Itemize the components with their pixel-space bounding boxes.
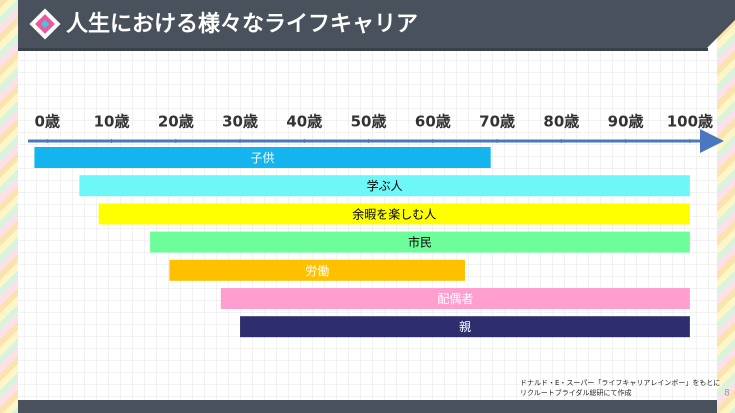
bar-label: 労働 (305, 264, 329, 278)
right-stripe (717, 0, 735, 413)
bar (220, 288, 690, 309)
x-tick-label: 0歳 (35, 113, 60, 131)
grid-background (18, 50, 717, 400)
x-tick-label: 80歳 (543, 113, 579, 131)
bar (169, 259, 465, 281)
bar (79, 175, 690, 197)
bar-label: 市民 (408, 235, 432, 250)
x-tick-label: 10歳 (94, 113, 130, 131)
x-tick-label: 70歳 (479, 113, 515, 131)
source-note: ドナルド・E・スーパー「ライフキャリアレインボー」をもとに (520, 379, 720, 387)
x-tick-label: 30歳 (222, 113, 258, 131)
x-tick-label: 40歳 (286, 113, 322, 131)
bar (240, 316, 690, 338)
bar (34, 147, 491, 168)
x-tick-label: 60歳 (415, 113, 451, 131)
x-tick-label: 50歳 (351, 113, 387, 131)
bar-label: 親 (459, 320, 471, 334)
bar-label: 配偶者 (437, 292, 473, 306)
bar (150, 231, 690, 253)
bar-label: 余暇を楽しむ人 (352, 206, 436, 221)
title: 人生における様々なライフキャリア (66, 11, 418, 37)
header-underline (18, 48, 708, 51)
x-tick-label: 100歳 (667, 113, 713, 131)
bar (98, 203, 690, 225)
header-bar (18, 0, 735, 50)
source-note: リクルートブライダル総研にて作成 (520, 388, 632, 397)
x-tick-label: 90歳 (608, 113, 644, 131)
left-stripe (0, 0, 18, 413)
bar-label: 学ぶ人 (367, 178, 403, 193)
footer-bar (18, 400, 717, 413)
page-number: 8 (724, 389, 730, 399)
bar-label: 子供 (251, 151, 275, 165)
x-tick-label: 20歳 (158, 113, 194, 131)
